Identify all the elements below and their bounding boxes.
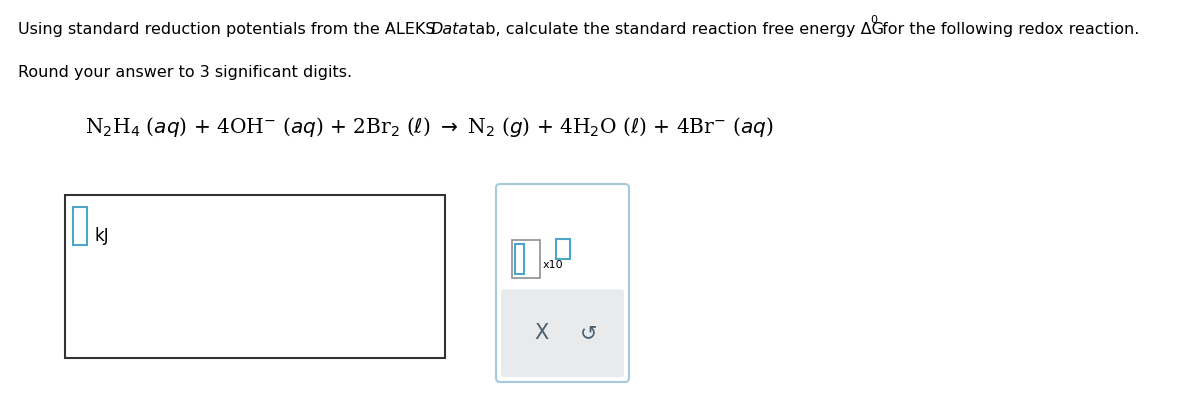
Text: for the following redox reaction.: for the following redox reaction.: [877, 22, 1139, 37]
Bar: [73, 207, 88, 245]
Bar: [515, 244, 524, 274]
Bar: [512, 240, 540, 278]
Text: kJ: kJ: [94, 227, 109, 245]
Bar: [556, 239, 570, 259]
FancyBboxPatch shape: [502, 289, 624, 377]
Text: X: X: [534, 323, 548, 343]
FancyBboxPatch shape: [496, 184, 629, 382]
Text: Round your answer to 3 significant digits.: Round your answer to 3 significant digit…: [18, 65, 352, 80]
Bar: [65, 195, 445, 358]
Text: Data: Data: [431, 22, 469, 37]
Text: N$_2$H$_4$ ($aq$) + 4OH$^{-}$ ($aq$) + 2Br$_2$ ($\ell$) $\rightarrow$ N$_2$ ($g$: N$_2$H$_4$ ($aq$) + 4OH$^{-}$ ($aq$) + 2…: [85, 115, 773, 139]
Text: ↺: ↺: [580, 323, 596, 343]
Text: x10: x10: [542, 260, 564, 270]
Text: 0: 0: [870, 15, 877, 25]
Text: tab, calculate the standard reaction free energy ΔG: tab, calculate the standard reaction fre…: [464, 22, 884, 37]
Text: Using standard reduction potentials from the ALEKS: Using standard reduction potentials from…: [18, 22, 440, 37]
